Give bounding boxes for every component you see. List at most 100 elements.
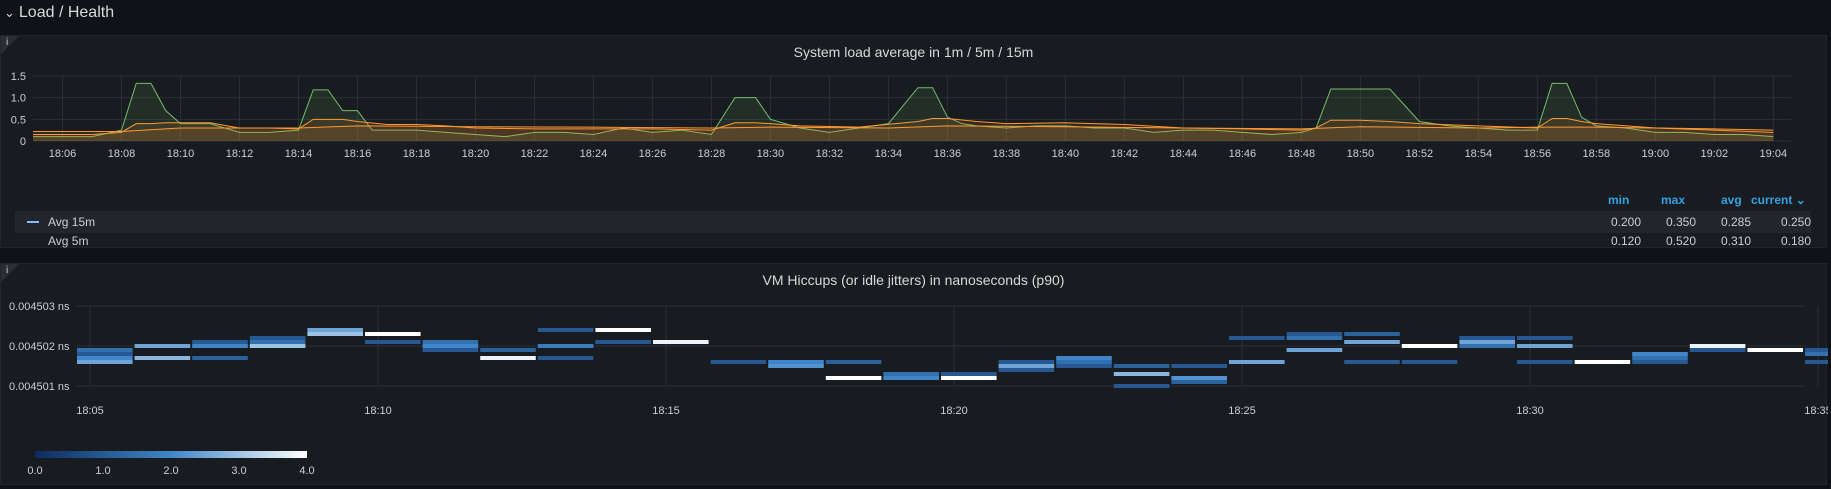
x-tick-label: 18:44 [1170, 148, 1198, 160]
y-tick-label: 0.004502 ns [9, 341, 70, 353]
x-tick-label: 18:24 [580, 148, 608, 160]
heatmap-cell [422, 344, 479, 348]
load-average-panel: i System load average in 1m / 5m / 15m 0… [0, 35, 1827, 248]
legend-row[interactable]: Avg 15m 0.200 0.350 0.285 0.250 [15, 211, 1811, 233]
heatmap-cell [710, 360, 767, 364]
heatmap-cell [249, 344, 306, 348]
heatmap-cell [480, 348, 536, 352]
chevron-down-icon[interactable]: ⌄ [4, 5, 15, 20]
heatmap-cell [1517, 344, 1573, 348]
x-tick-label: 18:50 [1347, 148, 1375, 160]
heatmap-cell [422, 340, 479, 344]
x-tick-label: 18:05 [76, 405, 104, 417]
heatmap-cell [1171, 380, 1227, 384]
vm-hiccups-panel: i VM Hiccups (or idle jitters) in nanose… [0, 263, 1828, 485]
x-tick-label: 18:32 [816, 148, 844, 160]
heatmap-cell [77, 360, 133, 364]
heatmap-cell [1805, 360, 1828, 364]
color-scale-label: 0.0 [27, 465, 42, 477]
x-tick-label: 18:54 [1465, 148, 1493, 160]
heatmap-cell [768, 360, 824, 364]
x-tick-label: 19:00 [1642, 148, 1670, 160]
x-tick-label: 18:30 [757, 148, 785, 160]
heatmap-cell [998, 360, 1055, 364]
heatmap-cell [1171, 376, 1227, 380]
heatmap-cell [1113, 372, 1170, 376]
heatmap-cell [537, 356, 594, 360]
y-tick-label: 0.004501 ns [9, 381, 70, 393]
x-tick-label: 18:36 [934, 148, 962, 160]
x-tick-label: 18:22 [521, 148, 549, 160]
x-tick-label: 18:56 [1524, 148, 1552, 160]
x-tick-label: 18:06 [49, 148, 77, 160]
heatmap-cell [883, 376, 939, 380]
heatmap-cell [1689, 344, 1746, 348]
x-tick-label: 18:20 [462, 148, 490, 160]
heatmap-cell [1632, 356, 1688, 360]
heatmap-cell [1805, 348, 1828, 352]
legend-header-min[interactable]: min [1608, 193, 1630, 207]
heatmap-cell [941, 372, 997, 376]
legend-avg-value: 0.285 [1720, 215, 1751, 229]
heatmap-cell [1689, 348, 1746, 352]
heatmap-cell [998, 364, 1055, 368]
heatmap-cell [307, 328, 363, 332]
legend-header-current[interactable]: current ⌄ [1751, 193, 1806, 207]
x-tick-label: 19:04 [1760, 148, 1788, 160]
info-icon[interactable]: i [6, 265, 9, 276]
heatmap-cell [192, 340, 248, 344]
heatmap-cell [1344, 332, 1400, 336]
x-tick-label: 18:46 [1229, 148, 1257, 160]
heatmap-cell [768, 364, 824, 368]
x-tick-label: 18:15 [652, 405, 680, 417]
heatmap-cell [1286, 332, 1343, 336]
x-tick-label: 18:16 [344, 148, 372, 160]
color-scale-label: 2.0 [163, 465, 178, 477]
x-tick-label: 18:08 [108, 148, 136, 160]
info-corner[interactable] [1, 36, 19, 54]
heatmap-cell [1286, 348, 1343, 352]
heatmap-cell [1459, 344, 1515, 348]
color-scale-label: 3.0 [231, 465, 246, 477]
x-tick-label: 18:25 [1228, 405, 1256, 417]
heatmap-cell [77, 356, 133, 360]
heatmap-cell [1056, 360, 1112, 364]
info-icon[interactable]: i [6, 37, 9, 48]
vm-hiccups-heatmap: 0.004501 ns 0.004502 ns 0.004503 ns 18:05 1… [9, 301, 1828, 477]
x-tick-label: 18:38 [993, 148, 1021, 160]
legend-avg-value: 0.310 [1720, 236, 1751, 248]
load-average-chart: 0 0.5 1.0 1.5 18:06 18:08 18:10 18:12 18:14 18:1… [11, 71, 1791, 160]
series-area [33, 125, 1774, 141]
x-tick-label: 18:42 [1111, 148, 1139, 160]
x-tick-label: 18:52 [1406, 148, 1434, 160]
row-header[interactable]: ⌄ Load / Health [0, 0, 1831, 26]
heatmap-cell [1056, 356, 1112, 360]
legend-row[interactable]: Avg 5m 0.120 0.520 0.310 0.180 [15, 236, 1811, 248]
info-corner[interactable] [1, 264, 19, 282]
heatmap-cell [1344, 360, 1400, 364]
heatmap-cell [1171, 364, 1227, 368]
heatmap-cell [134, 356, 191, 360]
legend-series-name: Avg 15m [48, 215, 96, 229]
heatmap-cell [192, 344, 248, 348]
x-tick-label: 19:02 [1701, 148, 1729, 160]
heatmap-cell [480, 356, 536, 360]
heatmap-cell [653, 340, 709, 344]
legend-current-value: 0.180 [1780, 236, 1811, 248]
legend-max-value: 0.350 [1665, 215, 1696, 229]
heatmap-cell [595, 340, 651, 344]
panel-title-hiccups[interactable]: VM Hiccups (or idle jitters) in nanoseco… [762, 272, 1065, 288]
x-tick-label: 18:18 [403, 148, 431, 160]
panel-title-load[interactable]: System load average in 1m / 5m / 15m [793, 44, 1034, 60]
heatmap-cell [422, 348, 479, 352]
heatmap-cell [1632, 352, 1688, 356]
heatmap-cell [998, 368, 1055, 372]
series-area [33, 118, 1774, 141]
series-area [33, 83, 1774, 141]
x-tick-label: 18:12 [226, 148, 254, 160]
heatmap-cell [1747, 348, 1803, 352]
legend-header-avg[interactable]: avg [1721, 193, 1742, 207]
heatmap-cell [595, 328, 651, 332]
heatmap-cell [77, 348, 133, 352]
legend-header-max[interactable]: max [1661, 193, 1686, 207]
